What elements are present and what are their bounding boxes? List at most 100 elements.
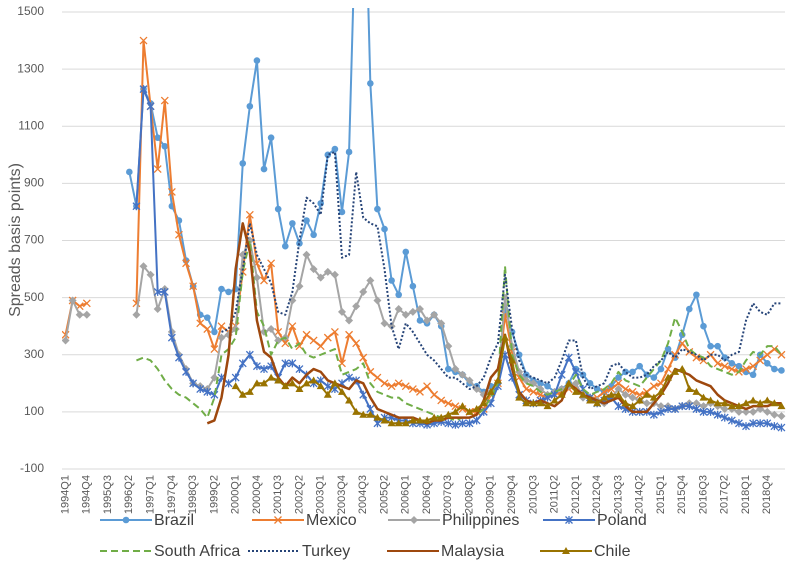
x-tick-label: 2014Q2	[634, 475, 646, 514]
marker	[161, 142, 169, 150]
x-tick-label: 2006Q1	[400, 475, 412, 514]
marker	[373, 373, 382, 382]
marker	[763, 396, 772, 404]
marker	[458, 419, 467, 428]
marker	[770, 422, 779, 431]
marker	[562, 547, 570, 554]
marker	[714, 342, 721, 350]
marker	[656, 402, 665, 411]
marker	[388, 277, 395, 284]
marker	[338, 208, 346, 216]
marker	[635, 396, 644, 404]
marker	[401, 419, 410, 427]
marker	[629, 368, 636, 376]
marker	[451, 402, 460, 411]
marker	[274, 516, 282, 524]
x-tick-label: 2018Q4	[761, 475, 773, 514]
marker	[734, 402, 743, 410]
marker	[410, 516, 418, 524]
marker	[239, 160, 247, 167]
marker	[310, 231, 317, 239]
marker	[515, 393, 524, 401]
marker	[288, 359, 297, 368]
x-tick-label: 2015Q1	[655, 475, 667, 514]
marker	[692, 353, 701, 362]
marker	[458, 370, 467, 379]
x-tick-label: 1999Q2	[208, 475, 220, 514]
x-tick-label: 2011Q2	[549, 475, 561, 513]
marker	[734, 407, 743, 416]
x-tick-label: 2010Q3	[527, 475, 539, 514]
marker	[295, 385, 304, 393]
marker	[281, 242, 289, 250]
marker	[330, 327, 339, 336]
marker	[699, 393, 708, 401]
marker	[302, 250, 311, 259]
marker	[571, 387, 580, 395]
marker	[706, 396, 715, 404]
marker	[770, 399, 779, 407]
marker	[678, 365, 687, 373]
marker	[600, 393, 609, 401]
marker	[465, 407, 474, 415]
marker	[174, 230, 183, 239]
marker	[445, 365, 452, 373]
marker	[380, 416, 389, 424]
marker	[323, 267, 332, 276]
marker	[742, 422, 750, 431]
marker	[770, 410, 779, 419]
marker	[281, 339, 290, 348]
legend-label: Poland	[597, 512, 647, 529]
marker	[614, 385, 623, 394]
marker	[628, 402, 637, 410]
marker	[777, 412, 786, 421]
marker	[544, 382, 551, 390]
marker	[763, 360, 771, 367]
marker	[373, 296, 382, 305]
marker	[713, 399, 722, 407]
marker	[281, 382, 290, 390]
marker	[621, 399, 630, 407]
x-tick-label: 2013Q3	[612, 475, 624, 514]
marker	[607, 385, 616, 393]
marker	[252, 362, 261, 371]
marker	[678, 339, 687, 348]
marker	[381, 225, 388, 233]
marker	[62, 336, 70, 345]
marker	[664, 405, 673, 414]
marker	[203, 325, 212, 334]
marker	[267, 325, 276, 334]
y-tick-label: 700	[24, 233, 44, 247]
marker	[182, 367, 191, 376]
marker	[707, 342, 714, 350]
marker	[238, 359, 247, 368]
series-line	[206, 222, 782, 425]
marker	[444, 342, 453, 351]
marker	[649, 410, 658, 419]
marker	[260, 165, 268, 173]
marker	[678, 331, 686, 339]
marker	[154, 134, 161, 141]
legend-label: South Africa	[154, 543, 240, 560]
marker	[82, 310, 91, 319]
marker	[210, 345, 219, 353]
y-tick-label: 500	[24, 290, 44, 304]
marker	[345, 330, 354, 339]
marker	[309, 336, 318, 345]
y-tick-label: 100	[24, 404, 44, 418]
marker	[245, 387, 254, 395]
x-tick-label: 1997Q1	[145, 475, 157, 514]
marker	[671, 350, 680, 359]
x-tick-label: 1996Q2	[123, 475, 135, 514]
marker	[444, 410, 453, 418]
marker	[359, 390, 368, 399]
x-tick-label: 2009Q4	[506, 475, 518, 514]
marker	[267, 373, 276, 381]
marker	[642, 390, 651, 398]
marker	[387, 322, 396, 331]
marker	[75, 310, 84, 319]
marker	[671, 367, 680, 375]
marker	[373, 413, 382, 421]
marker	[777, 423, 786, 432]
